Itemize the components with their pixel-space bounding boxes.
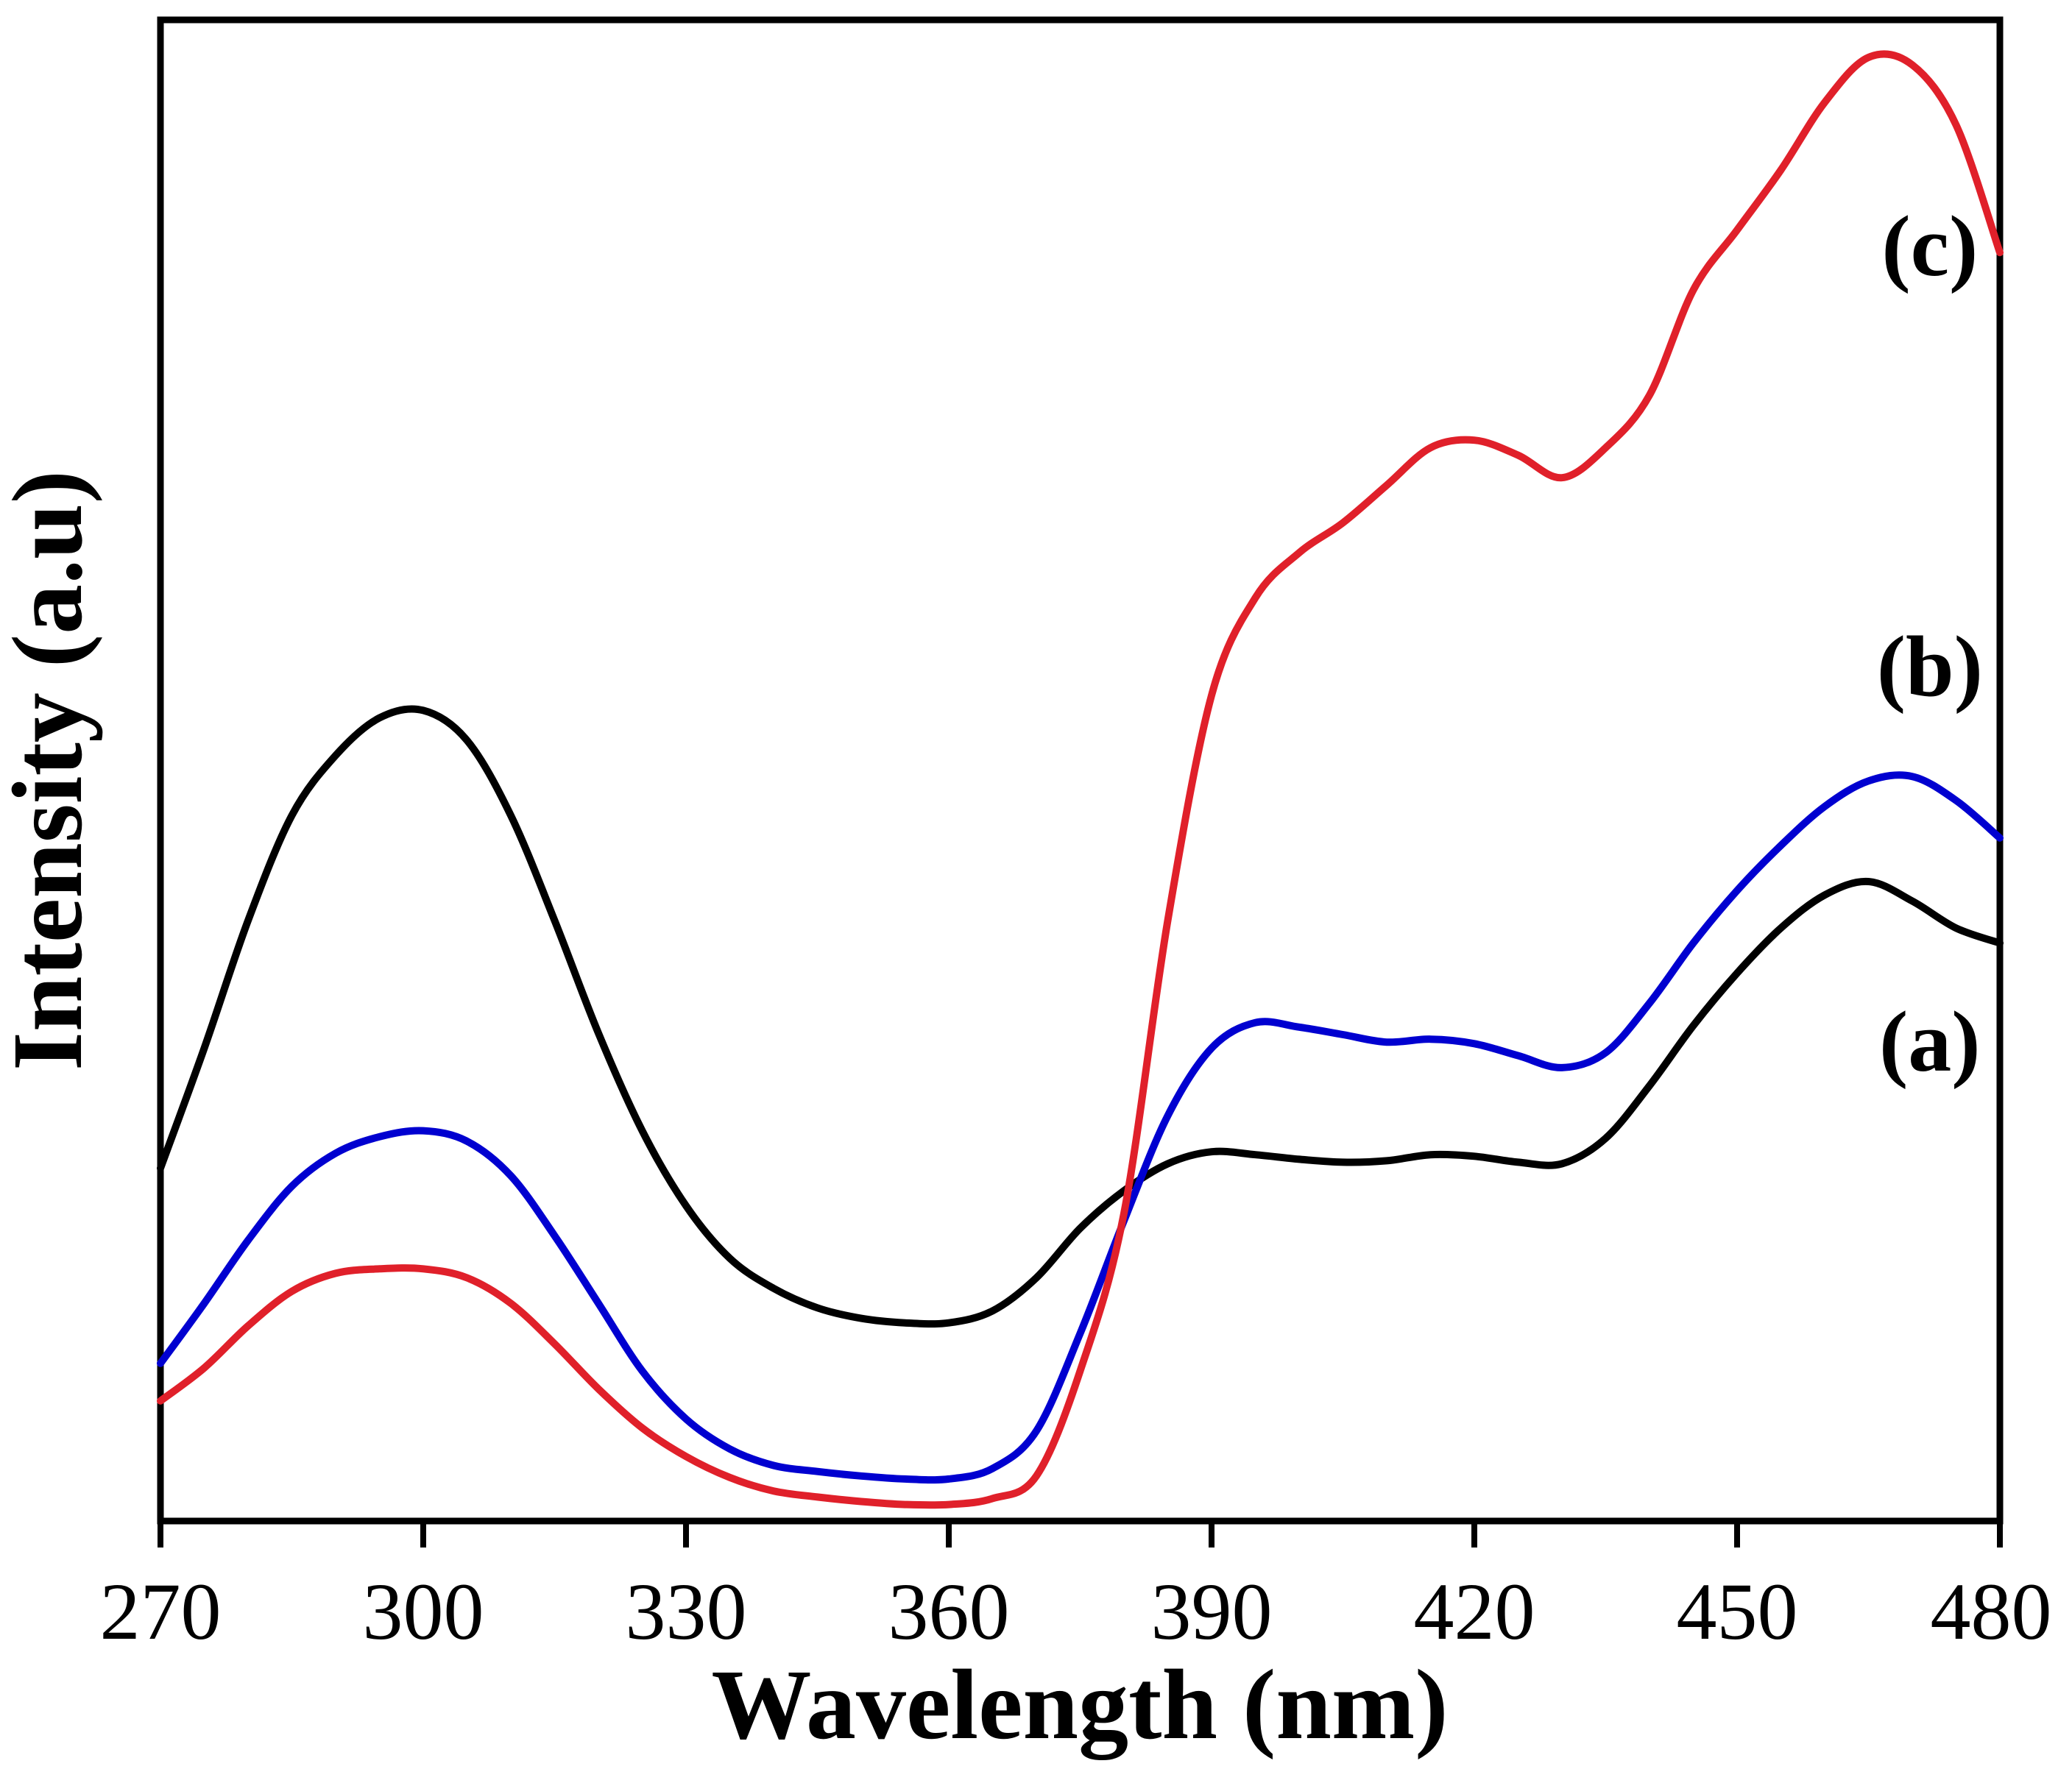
x-tick-label: 390 [1151, 1567, 1273, 1656]
x-axis-title: Wavelength (nm) [711, 1650, 1448, 1760]
x-tick-label: 450 [1677, 1567, 1798, 1656]
plot-frame [157, 16, 2004, 1525]
series-c-line [157, 50, 2004, 1509]
series-labels: (c) (b) (a) [1877, 198, 1983, 1090]
x-tick-label: 420 [1414, 1567, 1535, 1656]
series-a-line [157, 705, 2004, 1328]
x-axis-ticks: 270 300 330 360 390 420 450 480 [100, 1521, 2052, 1656]
series-c-label: (c) [1881, 198, 1978, 294]
x-tick-label: 360 [888, 1567, 1010, 1656]
series-layer [157, 50, 2004, 1509]
x-tick-label: 270 [100, 1567, 222, 1656]
series-a-label: (a) [1879, 993, 1981, 1090]
series-b-line [157, 771, 2004, 1484]
x-tick-label: 300 [363, 1567, 484, 1656]
series-b-label: (b) [1877, 618, 1983, 715]
x-tick-label: 330 [626, 1567, 747, 1656]
y-axis-title: Intensity (a.u) [0, 470, 103, 1071]
x-tick-label: 480 [1931, 1567, 2052, 1656]
